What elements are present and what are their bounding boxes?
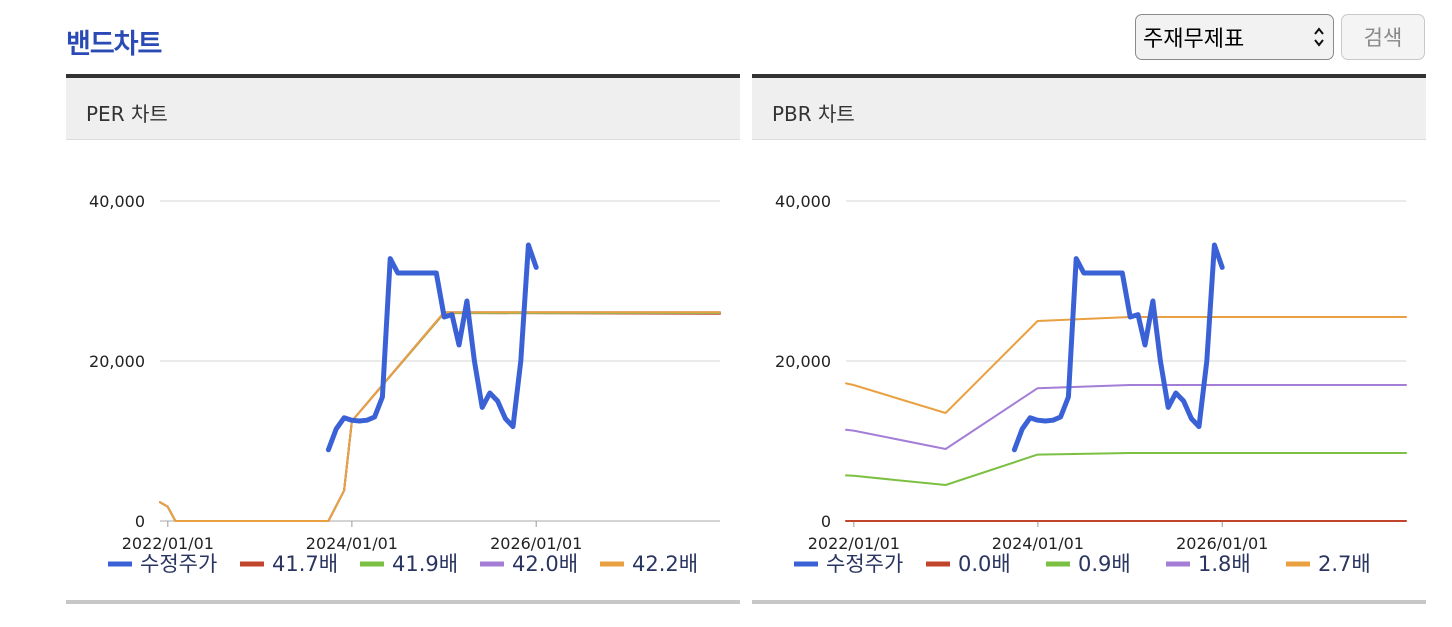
panel-bottom-divider [66,600,740,604]
series-line-band-4 [159,311,721,522]
series-line-band-2 [845,452,1407,486]
y-tick-label: 20,000 [775,352,831,371]
x-tick-label: 2024/01/01 [992,534,1084,553]
series-line-band-1 [159,312,721,522]
legend-label: 0.9배 [1078,552,1131,576]
x-tick-label: 2024/01/01 [306,534,398,553]
pbr-chart: 0 20,000 40,000 2022/01/01 2024/01/01 2026/01… [775,192,1407,576]
panel-top-divider [66,74,740,78]
y-tick-label: 40,000 [89,192,145,211]
series-line-price [325,242,539,453]
per-chart-panel: PER 차트 0 20,000 40,000 2022/01/01 2024/01/01… [66,74,740,604]
legend-label: 41.9배 [392,552,458,576]
panel-top-divider [752,74,1426,78]
x-tick-label: 2022/01/01 [122,534,214,553]
statement-type-value: 주재무제표 [1143,27,1245,52]
x-tick-label: 2022/01/01 [808,534,900,553]
pbr-chart-panel: PBR 차트 0 20,000 40,000 2022/01/01 2024/01/01… [752,74,1426,604]
chevron-updown-icon [1314,27,1324,47]
page-title: 밴드차트 [66,29,162,60]
per-chart: 0 20,000 40,000 2022/01/01 2024/01/01 2026/01… [89,192,721,576]
legend-label: 수정주가 [826,552,903,576]
search-button[interactable]: 검색 [1341,14,1425,60]
x-tick-label: 2026/01/01 [1176,534,1268,553]
legend-label: 2.7배 [1318,552,1371,576]
per-chart-title: PER 차트 [86,102,168,126]
y-tick-label: 0 [135,512,145,531]
series-line-band-3 [845,384,1407,450]
y-tick-label: 20,000 [89,352,145,371]
statement-type-select[interactable]: 주재무제표 [1135,14,1334,60]
pbr-chart-title: PBR 차트 [772,102,855,126]
legend-label: 41.7배 [272,552,338,576]
pbr-chart-header: PBR 차트 [752,78,1426,140]
per-chart-header: PER 차트 [66,78,740,140]
legend-label: 1.8배 [1198,552,1251,576]
y-tick-label: 40,000 [775,192,831,211]
legend-label: 0.0배 [958,552,1011,576]
series-line-band-3 [159,311,721,522]
legend-label: 42.0배 [512,552,578,576]
series-line-band-2 [159,312,721,522]
y-tick-label: 0 [821,512,831,531]
legend-label: 42.2배 [632,552,698,576]
series-line-price [1011,242,1225,453]
series-line-band-4 [845,316,1407,414]
panel-bottom-divider [752,600,1426,604]
x-tick-label: 2026/01/01 [490,534,582,553]
legend-label: 수정주가 [140,552,217,576]
